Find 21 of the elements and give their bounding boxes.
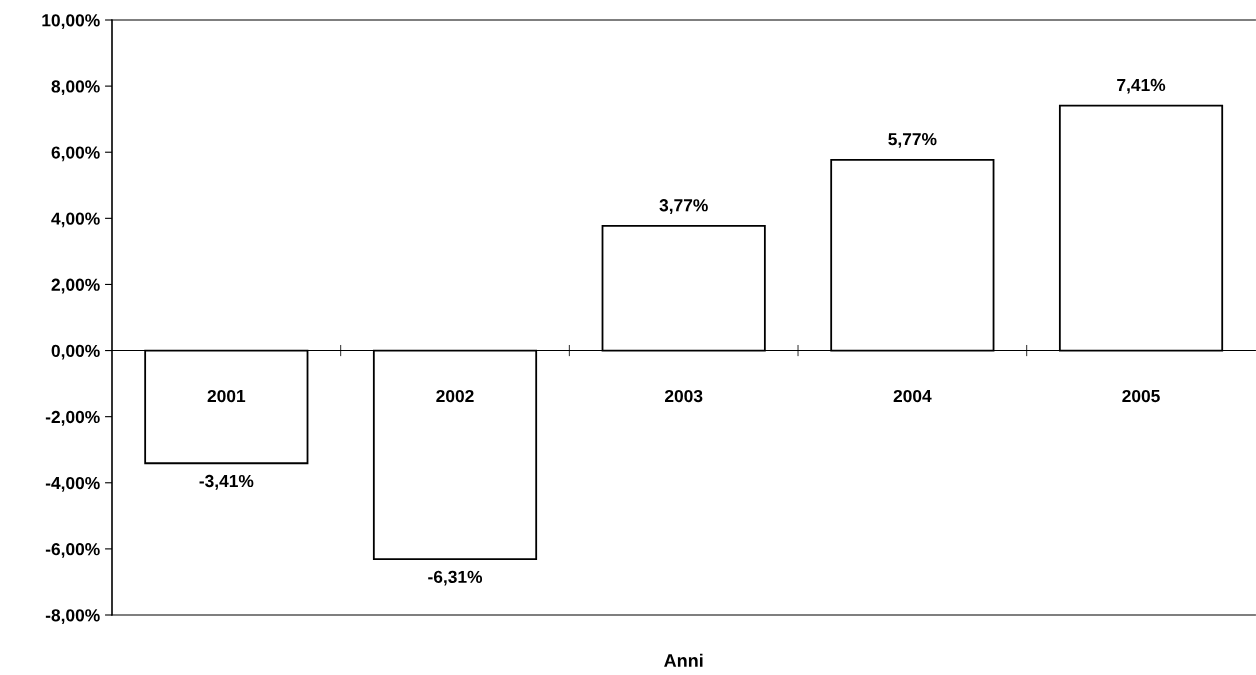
y-tick-label: -4,00% (45, 476, 100, 492)
x-tick-label: 2003 (664, 389, 703, 403)
x-tick-label: 2002 (436, 389, 474, 403)
data-label: -6,31% (428, 570, 483, 586)
y-tick-label: 4,00% (51, 212, 100, 228)
x-tick-label: 2004 (893, 389, 932, 403)
y-tick-label: 0,00% (51, 344, 100, 360)
x-tick-label: 2001 (207, 389, 246, 403)
y-tick-label: 2,00% (51, 278, 100, 294)
data-label: -3,41% (199, 474, 254, 490)
y-tick-label: 10,00% (42, 14, 100, 29)
y-tick-label: -8,00% (45, 609, 100, 624)
x-tick-label: 2005 (1122, 389, 1160, 403)
x-axis-title: Anni (664, 653, 703, 667)
data-label: 5,77% (888, 133, 937, 148)
y-tick-label: 6,00% (51, 146, 100, 162)
y-tick-label: 8,00% (51, 80, 100, 96)
data-label: 3,77% (659, 199, 708, 214)
y-tick-label: -6,00% (45, 543, 100, 558)
y-tick-label: -2,00% (45, 410, 100, 426)
data-label: 7,41% (1117, 78, 1166, 94)
